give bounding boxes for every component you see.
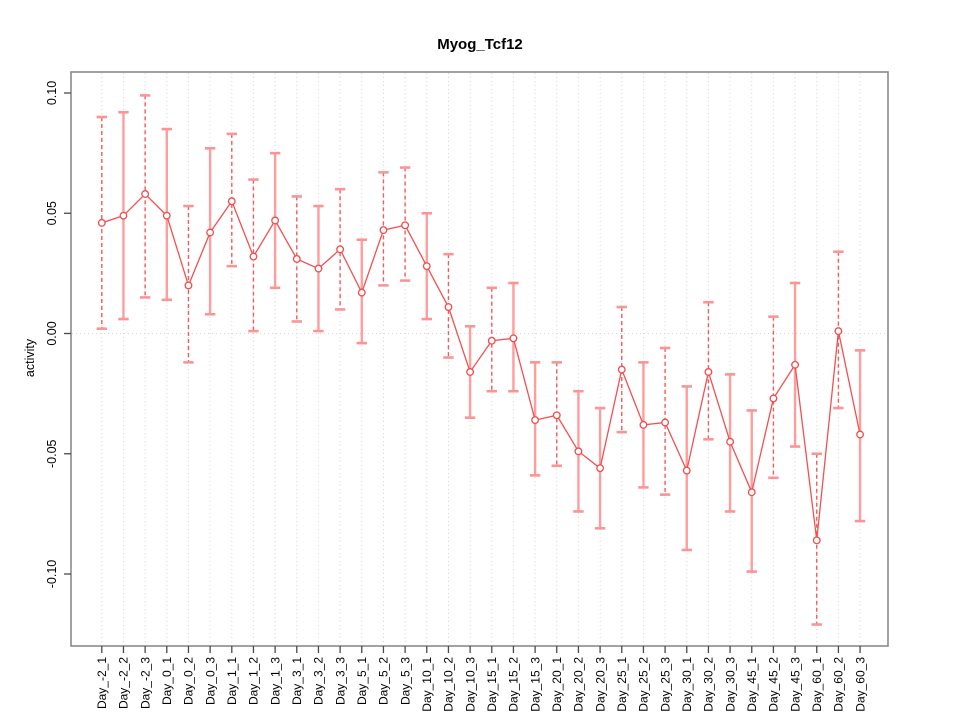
x-tick-label: Day_15_3 (528, 657, 542, 712)
data-point (271, 216, 280, 225)
data-point (314, 264, 323, 273)
data-point (466, 368, 475, 376)
data-point (726, 437, 735, 446)
x-tick-label: Day_0_2 (182, 657, 196, 705)
x-tick-label: Day_1_1 (225, 657, 239, 705)
x-tick-label: Day_1_3 (268, 657, 282, 705)
data-point (379, 226, 388, 235)
data-point (574, 447, 583, 456)
x-tick-label: Day_25_3 (658, 657, 672, 712)
x-tick-label: Day_10_2 (442, 657, 456, 712)
data-point (661, 418, 670, 427)
data-point (552, 411, 561, 420)
data-point (119, 211, 128, 220)
x-tick-label: Day_25_2 (637, 657, 651, 712)
data-point (487, 336, 496, 345)
x-tick-label: Day_0_1 (160, 657, 174, 705)
data-point (617, 365, 626, 374)
x-tick-label: Day_45_3 (788, 657, 802, 712)
data-point (704, 368, 713, 376)
y-tick-label: -0.05 (45, 439, 59, 468)
data-point (249, 252, 258, 261)
data-point (509, 334, 518, 343)
data-point (682, 466, 691, 475)
y-tick-label: 0.00 (45, 321, 59, 345)
x-tick-label: Day_30_2 (702, 657, 716, 712)
data-point (184, 281, 193, 290)
x-tick-label: Day_-2_1 (95, 657, 109, 709)
x-tick-label: Day_15_1 (485, 657, 499, 712)
x-tick-label: Day_5_2 (377, 657, 391, 705)
data-point (747, 488, 756, 497)
data-point (97, 218, 106, 227)
data-point (444, 303, 453, 311)
plot-box (70, 71, 889, 647)
y-tick-label: -0.10 (45, 560, 59, 589)
x-tick-label: Day_1_2 (247, 657, 261, 705)
data-line (101, 193, 861, 541)
data-point (531, 416, 540, 425)
x-tick-label: Day_20_3 (593, 657, 607, 712)
data-point (206, 228, 215, 237)
x-tick-label: Day_20_1 (550, 657, 564, 712)
data-point (292, 254, 301, 263)
x-tick-label: Day_30_1 (680, 657, 694, 712)
data-point (812, 536, 821, 545)
data-point (357, 288, 366, 297)
data-point (639, 420, 648, 429)
data-point (336, 245, 345, 254)
x-tick-label: Day_5_3 (398, 657, 412, 705)
x-tick-label: Day_20_2 (572, 657, 586, 712)
data-point (227, 197, 236, 206)
x-tick-label: Day_3_2 (312, 657, 326, 705)
data-point (596, 464, 605, 473)
x-tick-label: Day_10_1 (420, 657, 434, 712)
data-point (791, 360, 800, 369)
data-point (422, 262, 431, 271)
x-tick-label: Day_5_1 (355, 657, 369, 705)
x-tick-label: Day_25_1 (615, 657, 629, 712)
x-tick-label: Day_45_1 (745, 657, 759, 712)
x-tick-label: Day_10_3 (463, 657, 477, 712)
x-tick-label: Day_0_3 (203, 657, 217, 705)
chart-title: Myog_Tcf12 (437, 36, 523, 53)
data-point (834, 327, 843, 336)
y-tick-label: 0.05 (45, 201, 59, 225)
data-point (769, 394, 778, 403)
x-tick-label: Day_15_2 (507, 657, 521, 712)
x-tick-label: Day_60_1 (810, 657, 824, 712)
x-tick-label: Day_60_2 (832, 657, 846, 712)
data-point (856, 430, 865, 439)
data-point (162, 211, 171, 220)
data-point (401, 221, 410, 230)
x-tick-label: Day_45_2 (767, 657, 781, 712)
x-tick-label: Day_30_3 (723, 657, 737, 712)
x-tick-label: Day_-2_2 (117, 657, 131, 709)
data-point (141, 190, 150, 198)
x-tick-label: Day_3_1 (290, 657, 304, 705)
x-tick-label: Day_-2_3 (138, 657, 152, 709)
x-tick-label: Day_3_3 (333, 657, 347, 705)
y-tick-label: 0.10 (45, 81, 59, 105)
x-tick-label: Day_60_3 (853, 657, 867, 712)
